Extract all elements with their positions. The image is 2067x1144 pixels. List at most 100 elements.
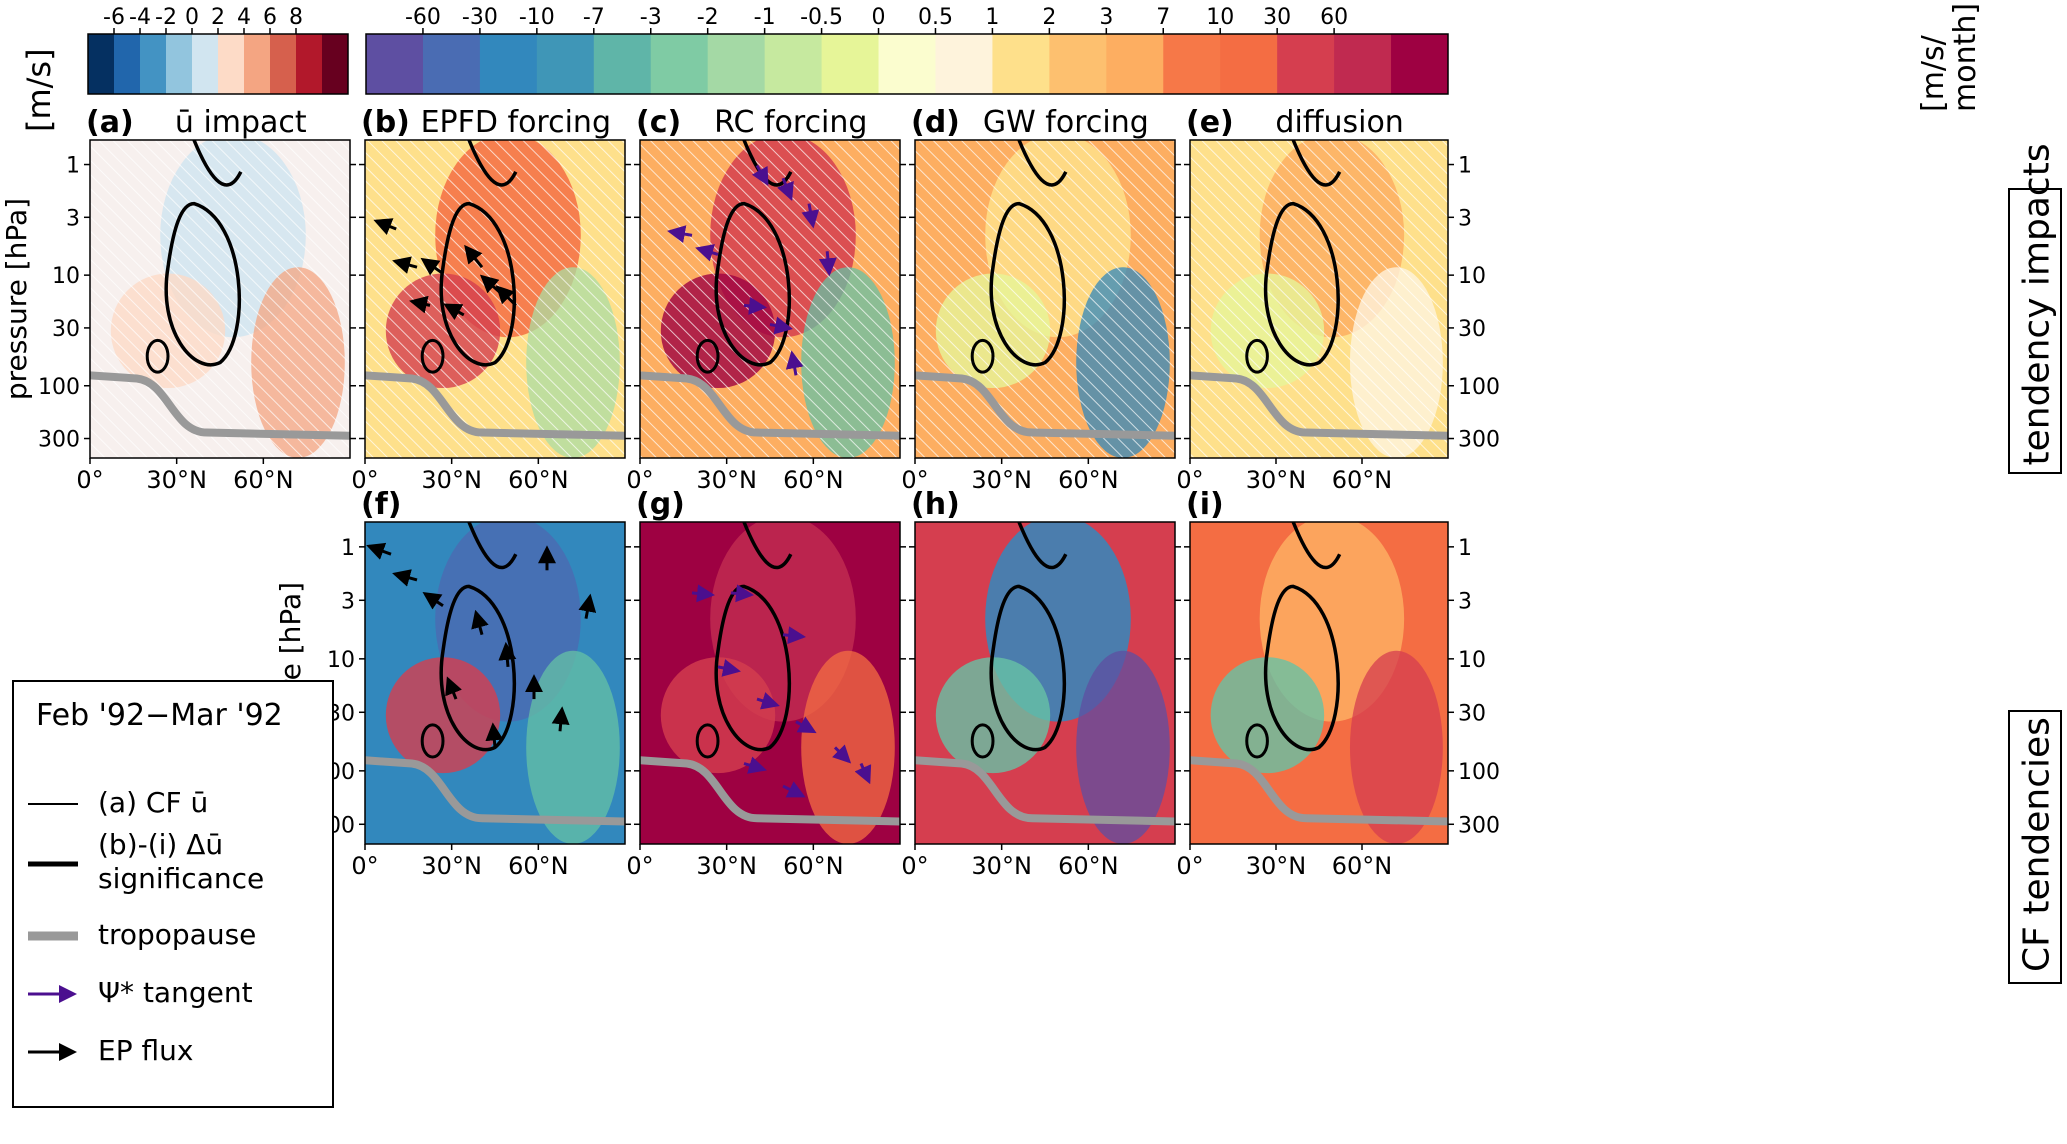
- ep-flux-arrow: [578, 593, 597, 619]
- row-label-bottom: CF tendencies: [2008, 710, 2062, 984]
- field-blob: [1349, 650, 1443, 844]
- colorbar-left-tick-label: -4: [129, 5, 151, 30]
- panel-field: [915, 522, 1175, 844]
- panel-frame: [639, 521, 901, 845]
- legend-item-delta-u: (b)-(i) Δū: [98, 828, 224, 861]
- panel-grid: (a) ū impact 1 3 10 30 100 300 0° 30°N 60°N pressur…: [0, 105, 1500, 880]
- panel-field: [365, 522, 625, 844]
- latitude-tick-label: 0°: [351, 466, 378, 494]
- colorbar-right-segment: [1220, 34, 1278, 94]
- psi-tangent-arrow: [818, 251, 837, 277]
- colorbar-left-segment: [270, 34, 297, 94]
- colorbar-right-tick-label: -0.5: [800, 5, 843, 30]
- psi-tangent-arrow: [769, 316, 793, 335]
- pressure-tick-label: 1: [1458, 536, 1472, 561]
- colorbar-right-segment: [764, 34, 823, 94]
- colorbar-right-segment: [479, 34, 538, 94]
- panel-label: (c): [636, 105, 681, 140]
- psi-tangent-arrow: [751, 164, 769, 187]
- pressure-tick-label: 10: [1458, 648, 1486, 673]
- colorbar-right-tick-label: -7: [583, 5, 605, 30]
- panel-field: [915, 140, 1175, 458]
- latitude-tick-label: 0°: [901, 852, 928, 880]
- pressure-tick-label: 10: [52, 264, 80, 289]
- tropopause-line: [1190, 756, 1448, 826]
- latitude-tick-label: 0°: [1176, 466, 1203, 494]
- panel-label: (h): [911, 487, 960, 522]
- significance-hatching: [365, 140, 625, 458]
- significance-contour: [1245, 338, 1269, 374]
- tropopause-line: [915, 371, 1175, 440]
- significance-contour: [1263, 201, 1340, 367]
- legend-item-psi: Ψ* tangent: [98, 976, 253, 1009]
- tropopause-line: [365, 756, 625, 826]
- significance-contour: [1291, 140, 1342, 187]
- latitude-tick-label: 60°N: [1058, 852, 1119, 880]
- latitude-tick-label: 30°N: [696, 466, 757, 494]
- panel-title: ū impact: [175, 105, 307, 140]
- field-blob: [385, 657, 501, 774]
- pressure-tick-label: 100: [1458, 375, 1500, 400]
- pressure-tick-label: 30: [1458, 701, 1486, 726]
- significance-contour: [970, 723, 995, 759]
- colorbar-left-segment: [166, 34, 193, 94]
- latitude-tick-label: 0°: [1176, 852, 1203, 880]
- significance-contour: [714, 584, 792, 752]
- psi-tangent-arrow: [691, 584, 715, 603]
- legend: Feb '92−Mar '92 (a) CF ū (b)-(i) Δū sign…: [12, 680, 334, 1108]
- pressure-tick-label: 300: [1458, 428, 1500, 453]
- colorbar-right-tick-label: -60: [405, 5, 441, 30]
- latitude-tick-label: 0°: [351, 852, 378, 880]
- ep-flux-arrow: [392, 569, 418, 587]
- colorbar-left-tick-label: 6: [263, 5, 277, 30]
- colorbar-right-tick-label: 30: [1263, 5, 1291, 30]
- panel-frame: [1189, 139, 1449, 459]
- significance-contour: [192, 140, 243, 187]
- ep-flux-arrow: [422, 592, 444, 610]
- colorbar-right-unit-line2: month]: [1948, 2, 1983, 112]
- latitude-tick-label: 0°: [76, 466, 103, 494]
- pressure-tick-label: 300: [38, 428, 80, 453]
- significance-contour: [1017, 140, 1068, 187]
- panel-field: [90, 140, 350, 458]
- latitude-tick-label: 0°: [626, 466, 653, 494]
- tropopause-line: [90, 371, 350, 440]
- colorbar-right-tick-label: 3: [1099, 5, 1113, 30]
- psi-tangent-arrow: [782, 781, 806, 798]
- latitude-tick-label: 60°N: [508, 466, 569, 494]
- psi-tangent-arrow: [695, 244, 719, 262]
- colorbar-right-tick-label: 10: [1206, 5, 1234, 30]
- latitude-tick-label: 0°: [901, 466, 928, 494]
- psi-tangent-arrow: [777, 177, 794, 201]
- ep-flux-arrow: [495, 285, 517, 307]
- panel-field: [640, 522, 900, 844]
- panel-title: RC forcing: [714, 105, 867, 140]
- colorbar-right-segment: [366, 34, 424, 94]
- legend-title: Feb '92−Mar '92: [36, 698, 283, 733]
- panel-c: (c) RC forcing 0° 30°N 60°N: [626, 105, 906, 494]
- tropopause-line: [640, 371, 900, 440]
- colorbar-right-segment: [650, 34, 709, 94]
- panel-label: (a): [86, 105, 134, 140]
- panel-b: (b) EPFD forcing 0° 30°N 60°N: [351, 105, 631, 494]
- significance-contour: [970, 338, 995, 374]
- row-label-top: tendency impacts: [2008, 143, 2062, 474]
- psi-tangent-arrow: [801, 203, 820, 229]
- ep-flux-arrow: [420, 257, 444, 276]
- latitude-tick-label: 60°N: [783, 466, 844, 494]
- significance-contour: [695, 338, 720, 374]
- latitude-tick-label: 30°N: [421, 466, 482, 494]
- tropopause-line: [1190, 371, 1448, 440]
- ep-flux-arrow: [366, 542, 392, 560]
- latitude-tick-label: 30°N: [971, 852, 1032, 880]
- colorbar-right: -60 -30 -10 -7 -3 -2 -1 -0.5 0 0.5 1 2 3 7 10 30 60: [365, 5, 1449, 95]
- colorbar-right-tick-label: 60: [1320, 5, 1348, 30]
- panel-frame: [364, 139, 626, 459]
- row-label-top-text: tendency impacts: [2016, 143, 2058, 466]
- pressure-tick-label: 1: [66, 154, 80, 179]
- colorbar-right-segment: [1391, 34, 1449, 94]
- colorbar-right-tick-label: -10: [519, 5, 555, 30]
- ep-flux-arrow: [464, 244, 484, 269]
- colorbar-right-tick-label: 0: [872, 5, 886, 30]
